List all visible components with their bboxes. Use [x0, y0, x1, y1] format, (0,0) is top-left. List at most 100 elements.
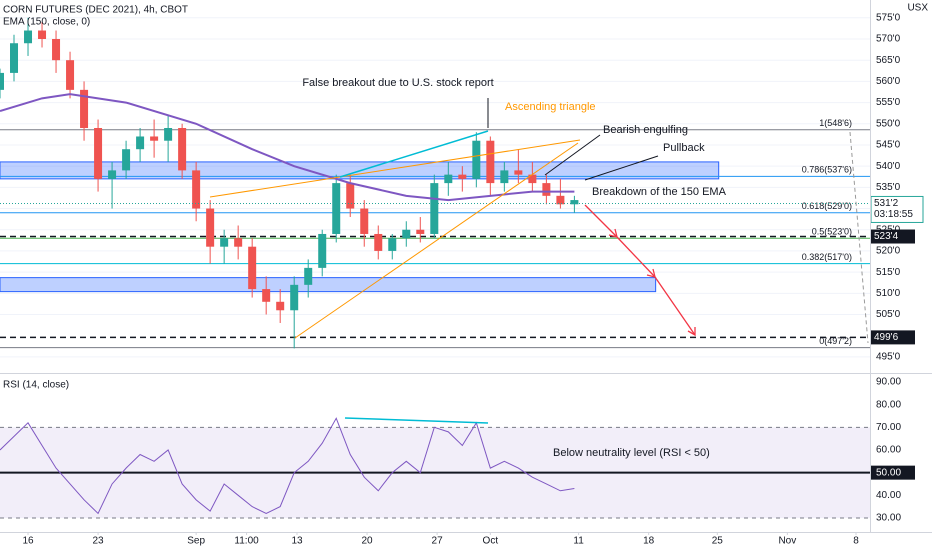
rsi-annotation: Below neutrality level (RSI < 50) [553, 447, 710, 459]
candle-body [52, 38, 61, 61]
y-tick-label: 495'0 [876, 352, 901, 363]
ema-line [0, 93, 575, 202]
y-tick-label: 545'0 [876, 140, 901, 151]
candle-body [234, 238, 243, 247]
triangle-line [209, 139, 581, 198]
pointer [584, 155, 659, 181]
candle-body [136, 136, 145, 150]
candle-body [108, 170, 117, 179]
candle-body [24, 30, 33, 44]
y-tick-label: 575'0 [876, 12, 901, 23]
candle-body [66, 60, 75, 90]
candle-body [164, 128, 173, 141]
y-tick-label: 70.00 [876, 422, 901, 433]
y-tick-label: 560'0 [876, 76, 901, 87]
candle-body [528, 174, 537, 184]
candle-body [38, 30, 47, 39]
x-tick-label: 18 [643, 536, 655, 547]
y-tick-label: 570'0 [876, 34, 901, 45]
candle-body [276, 301, 285, 311]
price-label-box [871, 229, 915, 244]
y-tick-label: 50.00 [876, 467, 901, 478]
fib-label: 0.618(529'0) [802, 201, 852, 211]
annotation: Breakdown of the 150 EMA [592, 186, 727, 198]
candle-body [472, 140, 481, 179]
candle-body [192, 170, 201, 209]
candle-body [304, 267, 313, 285]
candle-body [318, 233, 327, 268]
symbol-title: CORN FUTURES (DEC 2021), 4h, CBOT [3, 5, 188, 16]
zone [0, 277, 657, 293]
price-label: 523'4 [874, 231, 899, 242]
candle-body [542, 183, 551, 196]
candle-body [402, 229, 411, 239]
level-label-box [871, 465, 915, 480]
annotation: Bearish engulfing [603, 124, 688, 136]
arrow [654, 276, 696, 336]
divergence-line [344, 417, 489, 424]
candle-body [486, 140, 495, 184]
last-price-label: 531'2 [874, 198, 899, 209]
triangle-line [294, 142, 579, 339]
arrows [584, 204, 696, 337]
x-tick-label: 27 [432, 536, 444, 547]
y-tick-label: 520'0 [876, 246, 901, 257]
candle-body [500, 170, 509, 184]
fib-label: 1(548'6) [819, 118, 852, 128]
x-tick-label: 8 [853, 536, 859, 547]
y-tick-label: 90.00 [876, 377, 901, 388]
last-price-box [870, 195, 924, 223]
x-tick-label: 11 [573, 536, 584, 547]
candle-body [94, 128, 103, 179]
x-tick-label: 16 [22, 536, 34, 547]
pointer [544, 134, 601, 176]
annotation: Ascending triangle [505, 101, 596, 113]
annotation: False breakout due to U.S. stock report [302, 77, 493, 89]
rsi-title: RSI (14, close) [3, 380, 69, 391]
arrow [584, 204, 618, 238]
y-tick-label: 555'0 [876, 97, 901, 108]
currency: USX [907, 3, 928, 14]
candle-body [514, 170, 523, 175]
rsi-line [0, 417, 575, 515]
candle-body [248, 246, 257, 290]
arrow [616, 236, 656, 278]
y-tick-label: 540'0 [876, 161, 901, 172]
candle-body [290, 284, 299, 311]
candle-body [122, 149, 131, 171]
candle-body [262, 289, 271, 302]
countdown-label: 03:18:55 [874, 209, 913, 220]
x-tick-label: Sep [187, 536, 205, 547]
candle-body [416, 229, 425, 234]
candle-body [150, 136, 159, 141]
fib-connector [849, 131, 869, 344]
price-label: 499'6 [874, 332, 899, 343]
candle-body [206, 208, 215, 247]
fib-label: 0(497'2) [819, 336, 852, 346]
candle-body [220, 238, 229, 247]
candle-body [332, 183, 341, 234]
fib-label: 0.5(523'0) [812, 227, 852, 237]
x-tick-label: 25 [712, 536, 724, 547]
y-tick-label: 60.00 [876, 445, 901, 456]
y-tick-label: 505'0 [876, 309, 901, 320]
candle-body [388, 238, 397, 251]
candle-body [178, 128, 187, 171]
y-tick-label: 80.00 [876, 399, 901, 410]
y-tick-label: 565'0 [876, 55, 901, 66]
candle-body [346, 183, 355, 209]
candle-body [444, 174, 453, 184]
x-tick-label: Nov [778, 536, 796, 547]
candle-body [360, 208, 369, 234]
x-tick-label: 13 [291, 536, 303, 547]
y-tick-label: 40.00 [876, 490, 901, 501]
x-tick-label: 20 [361, 536, 373, 547]
price-label-box [871, 330, 915, 345]
fib-label: 0.786(537'6) [802, 165, 852, 175]
x-tick-label: 11:00 [234, 536, 259, 547]
candle-body [556, 195, 565, 205]
trend-line [339, 130, 489, 178]
x-tick-label: Oct [483, 536, 499, 547]
